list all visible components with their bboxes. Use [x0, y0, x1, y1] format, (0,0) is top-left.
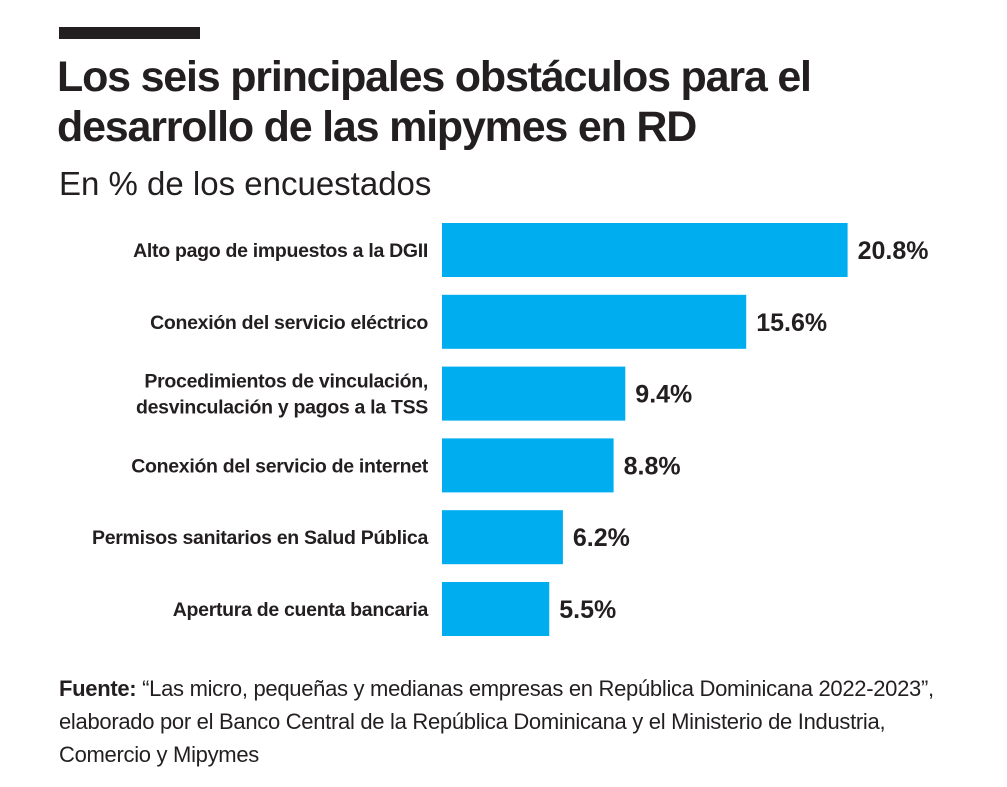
source-label: Fuente: [59, 676, 137, 701]
bar [442, 438, 614, 493]
category-label: Conexión del servicio de internet [131, 455, 429, 477]
bar-chart: 20.8% Alto pago de impuestos a la DGII 15.… [92, 223, 929, 636]
data-label: 9.4% [635, 381, 692, 409]
bar [442, 366, 626, 421]
data-label: 5.5% [559, 596, 616, 624]
source-text: “Las micro, pequeñas y medianas empresas… [59, 676, 934, 767]
category-label: Alto pago de impuestos a la DGII [133, 240, 428, 262]
bar [442, 582, 550, 636]
data-label: 6.2% [573, 524, 630, 552]
category-label: Conexión del servicio eléctrico [150, 312, 428, 334]
chart-subtitle: En % de los encuestados [59, 165, 432, 202]
bar [442, 223, 848, 277]
data-label: 15.6% [756, 309, 827, 337]
bar [442, 294, 747, 349]
category-label: Apertura de cuenta bancaria [173, 599, 429, 621]
category-label: Procedimientos de vinculación, [144, 371, 428, 393]
bar [442, 510, 563, 565]
chart-title: Los seis principales obstáculos para el … [57, 53, 812, 151]
decorative-top-bar [59, 27, 200, 39]
source-note: Fuente: “Las micro, pequeñas y medianas … [59, 672, 979, 771]
category-label: Permisos sanitarios en Salud Pública [92, 527, 428, 549]
category-label: desvinculación y pagos a la TSS [136, 397, 428, 419]
data-label: 20.8% [858, 237, 929, 265]
data-label: 8.8% [624, 452, 681, 480]
